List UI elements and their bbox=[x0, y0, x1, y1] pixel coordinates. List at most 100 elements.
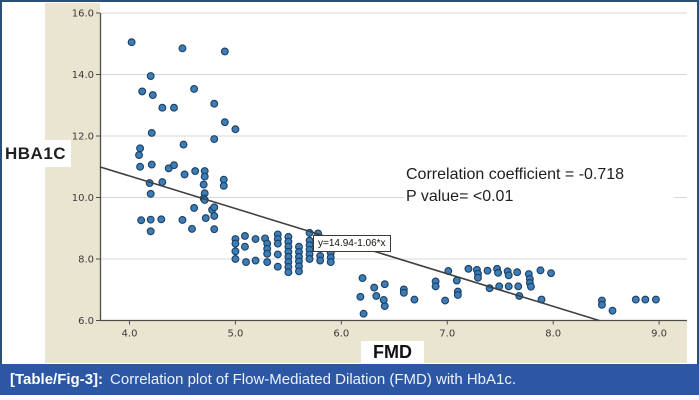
data-point bbox=[453, 291, 462, 299]
data-point bbox=[158, 103, 167, 112]
data-point bbox=[158, 178, 167, 187]
data-point bbox=[474, 273, 482, 282]
chart-margin-left bbox=[45, 3, 100, 363]
data-point bbox=[431, 282, 440, 291]
p-value-text: P value= <0.01 bbox=[406, 188, 514, 205]
data-point bbox=[651, 295, 660, 304]
data-point bbox=[631, 295, 640, 304]
x-tick-label: 5.0 bbox=[227, 329, 243, 340]
data-point bbox=[358, 274, 367, 283]
data-point bbox=[210, 135, 219, 144]
data-point bbox=[170, 103, 178, 112]
data-point bbox=[263, 249, 272, 258]
data-point bbox=[504, 271, 513, 280]
data-point bbox=[170, 161, 178, 170]
y-tick-label: 14.0 bbox=[72, 70, 94, 81]
data-point bbox=[273, 250, 282, 259]
data-point bbox=[138, 87, 147, 96]
data-point bbox=[231, 239, 240, 248]
data-point bbox=[379, 295, 388, 304]
data-point bbox=[148, 91, 157, 100]
data-point bbox=[273, 239, 282, 248]
data-point bbox=[494, 268, 503, 277]
data-point bbox=[608, 306, 617, 315]
data-point bbox=[251, 235, 260, 243]
data-point bbox=[251, 256, 260, 265]
data-point bbox=[147, 128, 156, 137]
data-point bbox=[326, 258, 335, 267]
data-point bbox=[372, 291, 381, 300]
y-tick-label: 8.0 bbox=[78, 255, 94, 266]
stats-annotation: Correlation coefficient = -0.718 P value… bbox=[404, 162, 674, 211]
data-point bbox=[441, 296, 450, 305]
data-point bbox=[136, 144, 145, 153]
data-point bbox=[200, 172, 209, 181]
data-point bbox=[146, 215, 155, 224]
x-axis-title-text: FMD bbox=[373, 342, 412, 362]
data-point bbox=[370, 283, 379, 292]
data-point bbox=[514, 282, 523, 291]
data-point bbox=[295, 267, 303, 276]
data-point bbox=[137, 216, 146, 225]
data-point bbox=[483, 266, 492, 275]
data-point bbox=[536, 266, 545, 275]
data-point bbox=[210, 99, 219, 108]
data-point bbox=[263, 258, 272, 267]
data-point bbox=[231, 255, 240, 263]
x-tick-label: 6.0 bbox=[333, 329, 349, 340]
data-point bbox=[513, 268, 522, 277]
data-point bbox=[210, 203, 219, 212]
data-point bbox=[146, 72, 155, 80]
data-point bbox=[135, 151, 143, 160]
data-point bbox=[191, 167, 200, 176]
data-point bbox=[188, 224, 196, 233]
x-tick-label: 9.0 bbox=[651, 329, 667, 340]
x-tick-label: 7.0 bbox=[439, 329, 455, 340]
y-tick-label: 16.0 bbox=[72, 9, 94, 20]
data-point bbox=[180, 170, 189, 179]
data-point bbox=[190, 85, 199, 93]
y-axis-title: HBA1C bbox=[2, 140, 71, 167]
data-point bbox=[241, 242, 249, 251]
data-point bbox=[464, 264, 473, 273]
y-axis-title-text: HBA1C bbox=[5, 143, 67, 163]
chart-frame: 6.0 8.0 10.0 12.0 14.0 16.0 4.0 5.0 6.0 7.0 8.0 9.0… bbox=[0, 0, 699, 368]
figure-caption-bar: [Table/Fig-3]: Correlation plot of Flow-… bbox=[0, 364, 699, 395]
regression-equation-label: y=14.94-1.06*x bbox=[313, 235, 391, 252]
data-point bbox=[199, 180, 208, 189]
data-point bbox=[242, 258, 250, 267]
data-point bbox=[231, 125, 240, 134]
caption-label: [Table/Fig-3]: bbox=[10, 371, 104, 388]
data-point bbox=[127, 38, 136, 47]
data-point bbox=[305, 255, 314, 263]
data-point bbox=[547, 269, 556, 278]
data-point bbox=[220, 118, 229, 127]
data-point bbox=[179, 140, 188, 149]
data-point bbox=[399, 288, 408, 297]
y-tick-label: 12.0 bbox=[72, 132, 94, 143]
data-point bbox=[526, 282, 535, 291]
data-point bbox=[597, 300, 606, 309]
data-point bbox=[136, 162, 145, 171]
data-point bbox=[147, 160, 156, 169]
data-point bbox=[178, 215, 187, 224]
x-tick-label: 8.0 bbox=[545, 329, 561, 340]
data-point bbox=[210, 225, 219, 234]
caption-text: Correlation plot of Flow-Mediated Dilati… bbox=[110, 371, 517, 388]
y-tick-label: 10.0 bbox=[72, 193, 94, 204]
data-point bbox=[504, 282, 513, 291]
data-point bbox=[284, 268, 293, 277]
data-point bbox=[190, 204, 199, 212]
x-tick-label: 4.0 bbox=[122, 329, 138, 340]
data-point bbox=[146, 189, 155, 198]
data-point bbox=[273, 262, 282, 271]
data-point bbox=[146, 227, 155, 236]
data-point bbox=[178, 44, 187, 53]
data-point bbox=[410, 295, 419, 304]
data-point bbox=[220, 47, 229, 56]
data-point bbox=[241, 231, 249, 240]
x-axis-title: FMD bbox=[361, 341, 424, 364]
data-point bbox=[380, 280, 389, 289]
data-point bbox=[356, 292, 365, 301]
